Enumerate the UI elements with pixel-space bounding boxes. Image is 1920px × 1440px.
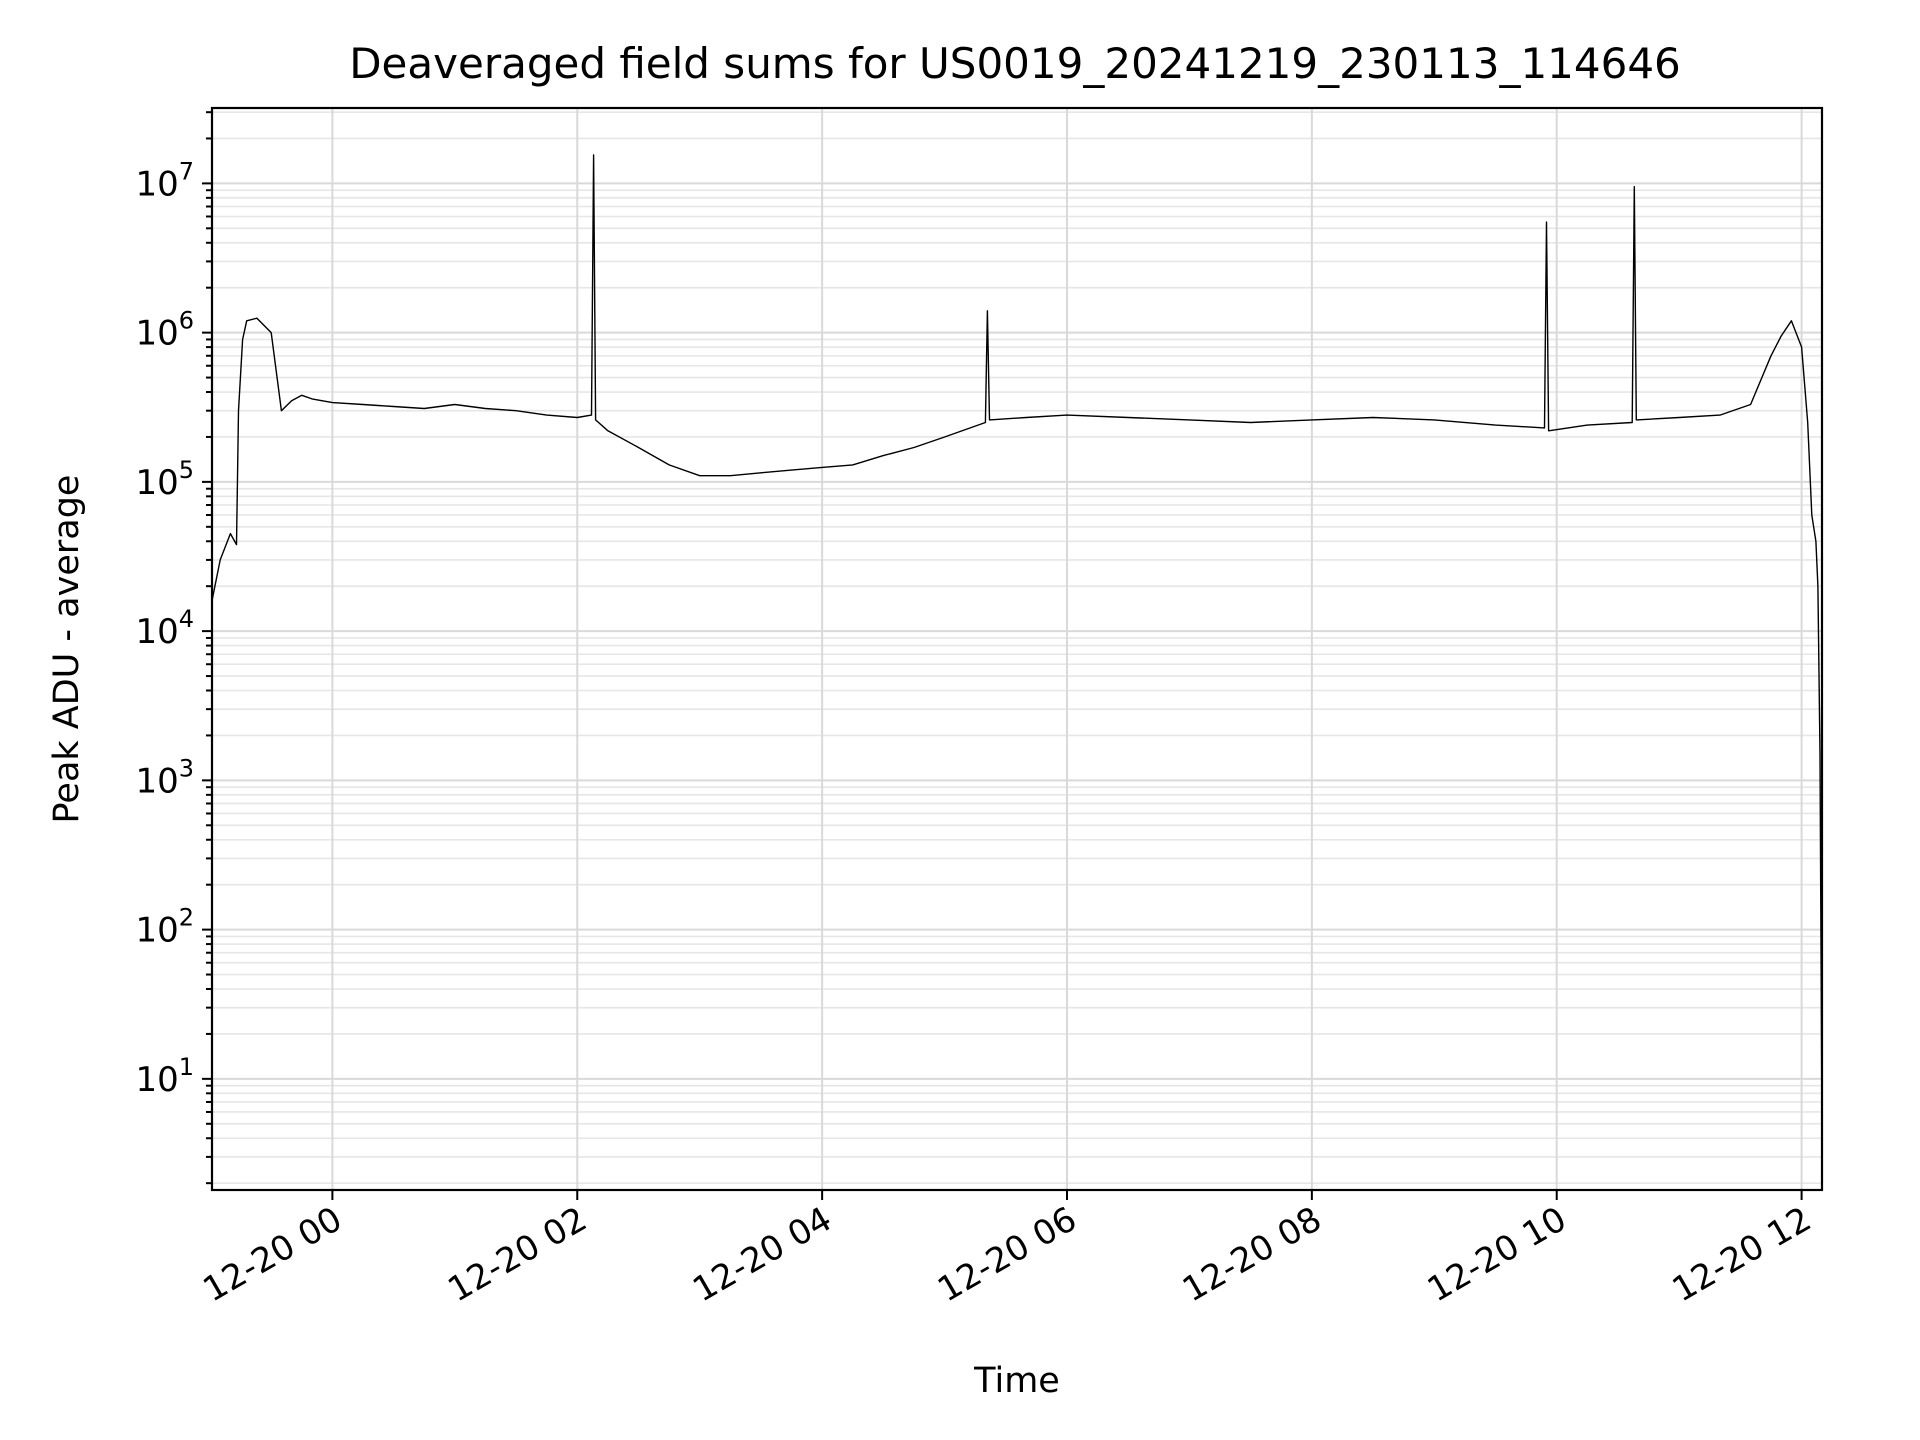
y-tick-label: 106 <box>135 307 194 354</box>
y-axis-label: Peak ADU - average <box>47 475 87 824</box>
grid <box>212 108 1822 1190</box>
y-tick-label: 102 <box>135 904 194 951</box>
y-tick-label: 103 <box>135 754 194 801</box>
y-axis: 101 102 103 104 105 106 107 <box>135 111 212 1185</box>
chart-title: Deaveraged field sums for US0019_2024121… <box>349 39 1681 88</box>
plot-frame <box>210 106 1824 1192</box>
series-line-0 <box>211 154 1823 1139</box>
y-tick-label: 104 <box>135 605 194 652</box>
y-tick-label: 105 <box>135 456 194 503</box>
series-layer <box>211 154 1823 1139</box>
y-tick-label: 101 <box>135 1053 194 1100</box>
y-tick-label: 107 <box>135 157 194 204</box>
x-axis-label: Time <box>973 1361 1060 1401</box>
